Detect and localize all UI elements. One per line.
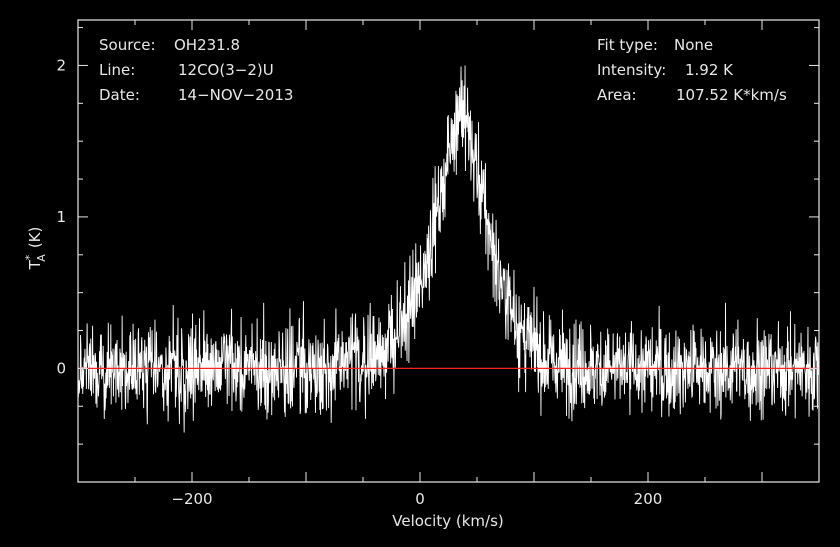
y-tick-label: 2	[56, 56, 66, 74]
x-tick-label: 200	[634, 490, 663, 508]
line-key: Line:	[99, 61, 135, 79]
svg-text:T*A(K): T*A (K)	[23, 227, 48, 271]
area-value: 107.52 K*km/s	[676, 86, 787, 104]
y-axis-label-sub: A	[35, 254, 48, 262]
x-tick-label: −200	[171, 490, 212, 508]
source-value: OH231.8	[174, 36, 240, 54]
fit-type-key: Fit type:	[597, 36, 658, 54]
y-axis-label-sup: *	[23, 254, 36, 260]
intensity-value: 1.92 K	[685, 61, 734, 79]
source-key: Source:	[99, 36, 156, 54]
line-value: 12CO(3−2)U	[178, 61, 274, 79]
date-key: Date:	[99, 86, 140, 104]
fit-type-value: None	[674, 36, 713, 54]
y-axis-label-unit: (K)	[26, 227, 44, 249]
area-key: Area:	[597, 86, 637, 104]
y-tick-label: 0	[56, 359, 66, 377]
x-tick-label: 0	[415, 490, 425, 508]
axis-ticks: −200 0 200 0 1 2	[56, 20, 820, 508]
date-value: 14−NOV−2013	[178, 86, 293, 104]
plot-frame	[77, 19, 820, 483]
y-axis-label-main: T	[26, 259, 44, 270]
y-axis-label: T*A (K)	[23, 227, 48, 271]
intensity-key: Intensity:	[597, 61, 666, 79]
y-tick-label: 1	[56, 208, 66, 226]
x-axis-label: Velocity (km/s)	[392, 512, 503, 530]
